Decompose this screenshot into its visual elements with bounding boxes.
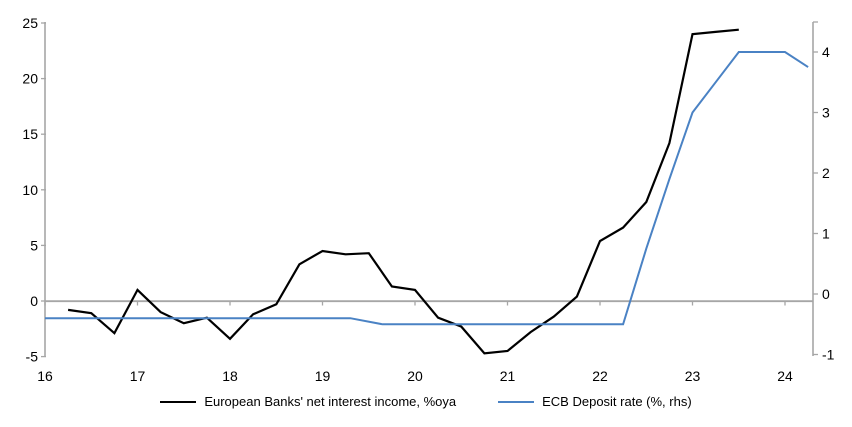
left-axis-ticks: 25 20 15 10 5 0 -5: [22, 15, 46, 365]
series-lines: [45, 28, 809, 355]
legend-item-ecb-deposit-rate: ECB Deposit rate (%, rhs): [498, 394, 692, 409]
left-axis-tick-label: 5: [30, 237, 38, 253]
legend-label-net-interest-income: European Banks' net interest income, %oy…: [204, 394, 457, 409]
x-axis-year-label: 17: [130, 368, 146, 384]
ecb-deposit-rate-line: [45, 51, 809, 326]
x-axis-ticks: 16 17 18 19 20 21 22 23 24: [37, 301, 793, 384]
left-axis-tick-label: 10: [22, 182, 38, 198]
x-axis-year-label: 20: [407, 368, 423, 384]
right-axis-tick-label: 1: [822, 226, 830, 242]
left-axis-tick-label: 0: [30, 293, 38, 309]
left-axis-tick-label: -5: [26, 349, 39, 365]
net-interest-income-line: [67, 28, 739, 355]
x-axis-year-label: 23: [685, 368, 701, 384]
right-axis-tick-label: -1: [822, 347, 835, 363]
x-axis-year-label: 24: [777, 368, 793, 384]
legend-label-ecb-deposit-rate: ECB Deposit rate (%, rhs): [542, 394, 692, 409]
x-axis-year-label: 22: [592, 368, 608, 384]
x-axis-year-label: 18: [222, 368, 238, 384]
legend-black-line-swatch: [160, 400, 197, 403]
left-axis-tick-label: 15: [22, 126, 38, 142]
right-axis-tick-label: 4: [822, 44, 830, 60]
right-axis-ticks: 4 3 2 1 0 -1: [813, 44, 835, 363]
legend-item-net-interest-income: European Banks' net interest income, %oy…: [160, 394, 456, 409]
right-axis-tick-label: 3: [822, 105, 830, 121]
right-axis-tick-label: 2: [822, 165, 830, 181]
x-axis-year-label: 19: [315, 368, 331, 384]
x-axis-year-label: 21: [500, 368, 516, 384]
x-axis-year-label: 16: [37, 368, 53, 384]
chart-legend: European Banks' net interest income, %oy…: [0, 394, 852, 409]
legend-blue-line-swatch: [498, 400, 535, 403]
left-axis-tick-label: 20: [22, 71, 38, 87]
right-axis-tick-label: 0: [822, 286, 830, 302]
left-axis-tick-label: 25: [22, 15, 38, 31]
